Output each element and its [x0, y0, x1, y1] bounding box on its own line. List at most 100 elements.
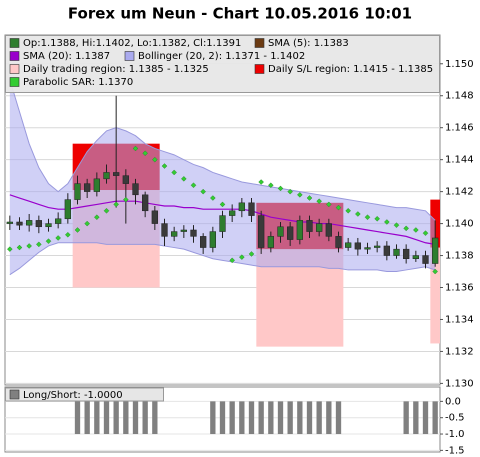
y-tick-label: 1.132 — [445, 346, 474, 357]
candle-body — [335, 236, 342, 248]
sar-dot — [316, 198, 322, 204]
bar — [326, 401, 332, 435]
sar-dot — [7, 246, 13, 252]
sar-dot — [374, 216, 380, 222]
candle-body — [200, 236, 207, 248]
sar-dot — [364, 214, 371, 220]
bar — [335, 401, 342, 435]
candle-body — [64, 199, 71, 220]
sar-dot — [190, 182, 197, 189]
bar — [413, 401, 419, 435]
bar — [239, 401, 245, 435]
candle-body — [151, 210, 158, 224]
candle-body — [35, 220, 42, 228]
y-tick-label: 1.142 — [445, 187, 474, 198]
sar-dot — [248, 251, 255, 257]
legend-label: Daily trading region: 1.1385 - 1.1325 — [23, 64, 209, 75]
candle-body — [103, 172, 110, 180]
sar-dot — [16, 244, 23, 251]
y-tick-label: 1.148 — [445, 91, 474, 102]
legend-label: Bollinger (20, 2): 1.1371 - 1.1402 — [138, 51, 305, 62]
legend-label: Op:1.1388, Hi:1.1402, Lo:1.1382, Cl:1.13… — [23, 38, 241, 49]
candle-body — [55, 218, 62, 224]
candle-body — [287, 226, 294, 240]
candle-body — [219, 215, 226, 232]
sar-dot — [384, 219, 390, 225]
bar — [113, 401, 119, 435]
candle-body — [383, 245, 390, 256]
bar — [219, 401, 226, 435]
y-tick-label: 1.136 — [445, 283, 474, 294]
candle-body — [364, 247, 371, 250]
sar-dot — [277, 185, 284, 192]
legend-label: SMA (5): 1.1383 — [268, 38, 349, 49]
bar — [258, 401, 264, 435]
bar — [210, 401, 216, 435]
candle-body — [161, 223, 168, 237]
y-tick-label: 1.146 — [445, 123, 474, 134]
legend-box — [5, 387, 164, 402]
sar-dot — [26, 243, 32, 249]
candle-body — [316, 223, 323, 232]
legend-swatch — [254, 38, 265, 48]
sar-dot — [422, 230, 429, 236]
legend-label: SMA (20): 1.1387 — [23, 51, 110, 62]
candle-body — [432, 237, 439, 264]
y-tick-label: 1.134 — [445, 314, 474, 325]
legend-label: Long/Short: -1.0000 — [23, 390, 123, 401]
candle-body — [258, 215, 265, 248]
legend-swatch — [9, 51, 20, 61]
trading-region — [430, 247, 440, 344]
candle-body — [74, 183, 81, 200]
bar — [152, 401, 158, 435]
candle-body — [248, 202, 255, 216]
sar-dot — [306, 195, 313, 201]
bar — [94, 401, 100, 435]
candle-body — [180, 229, 187, 232]
sar-dot — [413, 227, 419, 233]
bar — [74, 401, 81, 435]
sar-dot — [103, 208, 110, 214]
bar — [287, 401, 293, 435]
sar-dot — [142, 150, 148, 157]
sar-dot — [181, 176, 187, 182]
legend-swatch — [124, 51, 135, 61]
sar-dot — [335, 204, 342, 211]
sma-line — [9, 194, 436, 245]
bar — [277, 401, 284, 435]
bar — [432, 401, 438, 435]
bollinger-lower — [9, 242, 436, 276]
y-tick-label: 1.144 — [445, 155, 474, 166]
y-tick-label: 1.138 — [445, 251, 474, 262]
sar-dot — [123, 196, 129, 203]
sar-dot — [113, 201, 119, 208]
sar-dot — [219, 201, 226, 208]
candle-body — [354, 242, 361, 250]
legend-swatch — [9, 38, 20, 48]
candle-body — [403, 248, 410, 259]
candle-body — [26, 220, 33, 226]
sar-dot — [297, 192, 303, 198]
sar-dot — [45, 238, 52, 244]
bar — [316, 401, 322, 435]
bar — [248, 401, 255, 435]
sar-dot — [239, 254, 245, 260]
candle-body — [229, 210, 236, 216]
candle-body — [277, 226, 284, 237]
candle-body — [422, 255, 429, 264]
candle-body — [171, 231, 178, 237]
candle-body — [393, 248, 400, 256]
sar-dot — [326, 201, 332, 208]
candle-body — [296, 220, 303, 240]
bar — [297, 401, 303, 435]
y-tick-label: 1.130 — [445, 378, 474, 389]
legend-swatch — [254, 64, 265, 74]
sar-dot — [55, 235, 61, 241]
bar — [123, 401, 129, 435]
candle-body — [84, 183, 91, 192]
candle-body — [325, 223, 332, 237]
bar — [268, 401, 274, 435]
sar-dot — [287, 188, 293, 195]
